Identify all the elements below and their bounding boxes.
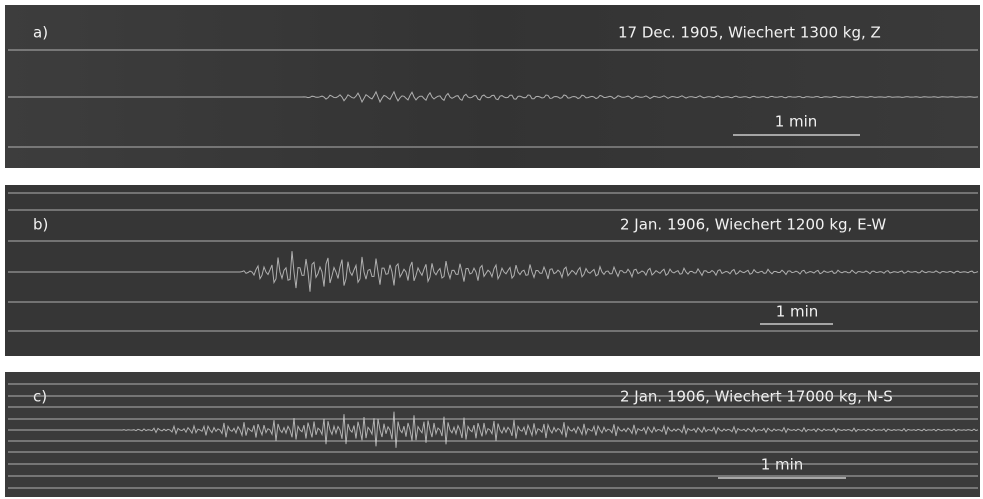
panel-background (5, 185, 980, 356)
scale-label: 1 min (776, 303, 819, 321)
panel-label: a) (33, 24, 48, 42)
panel-label: b) (33, 216, 48, 234)
panel-caption: 17 Dec. 1905, Wiechert 1300 kg, Z (618, 24, 881, 42)
seismogram-figure: a) 17 Dec. 1905, Wiechert 1300 kg, Z 1 m… (0, 0, 983, 499)
scale-label: 1 min (775, 113, 818, 131)
panel-b: b) 2 Jan. 1906, Wiechert 1200 kg, E-W 1 … (5, 185, 980, 356)
panel-c: c) 2 Jan. 1906, Wiechert 17000 kg, N-S 1… (5, 372, 980, 497)
panel-a: a) 17 Dec. 1905, Wiechert 1300 kg, Z 1 m… (5, 5, 980, 168)
panel-caption: 2 Jan. 1906, Wiechert 1200 kg, E-W (620, 216, 886, 234)
